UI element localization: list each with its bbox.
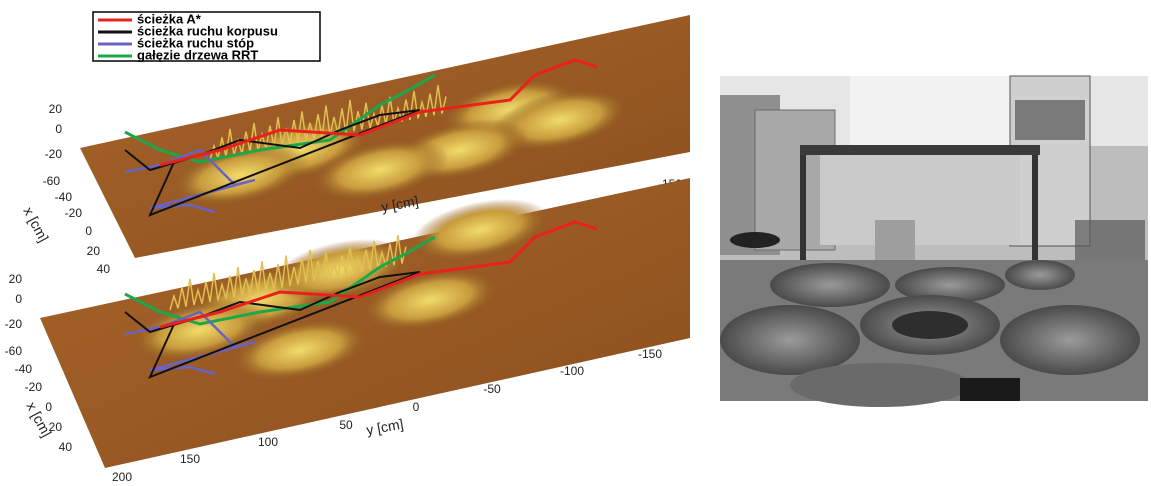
y-tick-label: -150 — [638, 347, 662, 361]
z-tick-label: 0 — [15, 292, 22, 306]
x-tick-label: 0 — [45, 400, 52, 414]
y-tick-label: 200 — [112, 470, 132, 481]
x-tick-label: -40 — [15, 362, 33, 376]
z-tick-label: 0 — [55, 122, 62, 136]
x-tick-label: -60 — [43, 174, 61, 188]
y-tick-label: 0 — [413, 400, 420, 414]
x-tick-label: 40 — [59, 440, 73, 454]
x-tick-label: -60 — [5, 344, 23, 358]
z-tick-label: 20 — [9, 272, 23, 286]
x-axis-label: x [cm] — [20, 204, 52, 244]
y-tick-label: 50 — [339, 418, 353, 432]
y-tick-label: -50 — [483, 382, 501, 396]
x-tick-label: 20 — [87, 244, 101, 258]
photo — [720, 76, 1148, 407]
legend-label: gałęzie drzewa RRT — [137, 47, 258, 62]
x-tick-label: -20 — [65, 206, 83, 220]
y-axis-label: y [cm] — [365, 416, 405, 438]
z-tick-label: -20 — [5, 317, 23, 331]
z-tick-label: -20 — [45, 147, 63, 161]
x-tick-label: -20 — [25, 380, 43, 394]
y-tick-label: -100 — [560, 364, 584, 378]
x-tick-label: -40 — [55, 190, 73, 204]
x-tick-label: 40 — [97, 262, 111, 276]
z-tick-label: 20 — [49, 102, 63, 116]
y-tick-label: 150 — [180, 452, 200, 466]
x-tick-label: 0 — [85, 224, 92, 238]
y-tick-label: 100 — [258, 435, 278, 449]
figure: 200-20-60-40-2002040-150x [cm]y [cm]200-… — [0, 0, 1151, 481]
